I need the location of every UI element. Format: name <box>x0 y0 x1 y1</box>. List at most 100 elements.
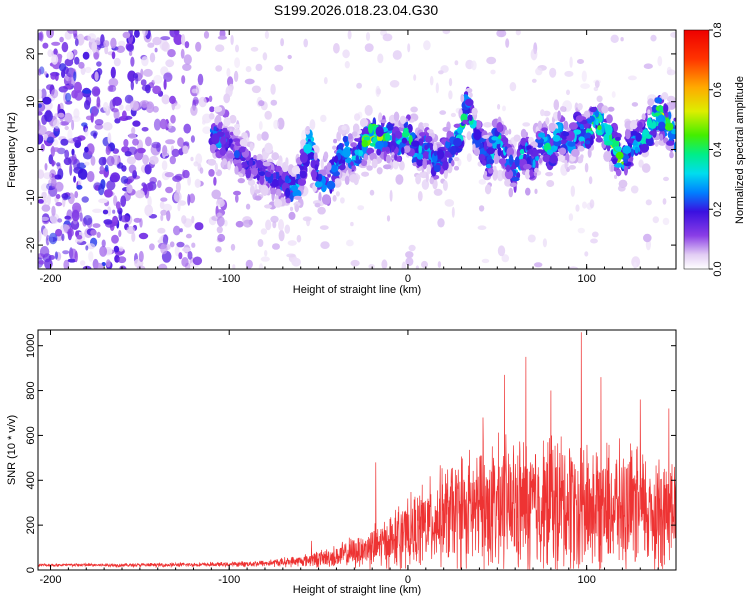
heatmap-cell <box>320 114 327 123</box>
heatmap-cell <box>38 169 44 179</box>
heatmap-cell <box>163 72 173 82</box>
heatmap-cell <box>106 180 116 191</box>
heatmap-cell <box>123 139 129 147</box>
heatmap-cell <box>105 259 111 268</box>
heatmap-cell <box>285 198 291 204</box>
heatmap-cell <box>327 173 331 178</box>
heatmap-cell <box>234 123 241 129</box>
heatmap-cell <box>239 173 243 178</box>
heatmap-cell <box>160 197 168 202</box>
heatmap-cell <box>484 184 492 195</box>
heatmap-cell <box>425 135 433 143</box>
heatmap-cell <box>271 152 280 161</box>
heatmap-cell <box>65 92 72 102</box>
heatmap-cell <box>79 212 83 222</box>
colorbar-tick-label: 0.2 <box>712 202 724 217</box>
heatmap-cell <box>571 148 580 157</box>
heatmap-cell <box>273 119 279 130</box>
x-tick-label: -200 <box>39 574 61 586</box>
heatmap-cell <box>82 265 92 269</box>
heatmap-cell <box>548 122 556 132</box>
heatmap-cell <box>92 223 101 229</box>
heatmap-cell <box>285 175 290 183</box>
heatmap-cell <box>666 140 675 146</box>
heatmap-cell <box>91 41 97 53</box>
heatmap-cell <box>46 193 51 206</box>
heatmap-cell <box>239 146 246 153</box>
colorbar-tick-label: 0.4 <box>712 142 724 157</box>
heatmap-cell <box>264 142 273 154</box>
snr-y-label: SNR (10 * v/v) <box>6 415 18 485</box>
heatmap-cell <box>302 216 312 222</box>
heatmap-cell <box>570 185 575 197</box>
heatmap-cell <box>55 228 63 237</box>
heatmap-cell <box>652 216 659 224</box>
heatmap-cell <box>170 114 176 124</box>
heatmap-cell <box>256 133 262 141</box>
heatmap-cell <box>471 107 478 116</box>
heatmap-cell <box>122 31 131 39</box>
heatmap-cell <box>82 89 92 94</box>
heatmap-cell <box>213 176 217 186</box>
heatmap-cell <box>110 37 117 49</box>
heatmap-cell <box>166 210 171 222</box>
heatmap-cell <box>84 161 90 166</box>
heatmap-cell <box>173 191 182 203</box>
heatmap-cell <box>663 104 669 113</box>
heatmap-cell <box>376 167 383 175</box>
heatmap-cell <box>442 180 448 192</box>
heatmap-cell <box>229 131 234 136</box>
heatmap-cell <box>90 112 94 123</box>
heatmap-cell <box>153 74 163 84</box>
heatmap-cell <box>564 70 574 77</box>
heatmap-cell <box>641 113 646 120</box>
heatmap-cell <box>67 258 77 263</box>
heatmap-cell <box>163 79 167 90</box>
heatmap-cell <box>126 44 134 52</box>
heatmap-cell <box>333 43 340 54</box>
heatmap-cell <box>564 159 568 170</box>
heatmap-cell <box>501 254 510 263</box>
snr-frame <box>37 329 677 571</box>
heatmap-cell <box>120 195 127 207</box>
heatmap-cell <box>217 122 223 130</box>
heatmap-cell <box>216 216 225 227</box>
heatmap-cell <box>516 171 521 179</box>
heatmap-cell <box>303 38 309 48</box>
heatmap-cell <box>451 159 455 167</box>
heatmap-cell <box>534 167 539 173</box>
heatmap-cell <box>509 182 517 188</box>
heatmap-cell <box>73 33 78 40</box>
heatmap-cell <box>657 56 663 67</box>
heatmap-cell <box>357 205 365 211</box>
heatmap-cell <box>534 262 543 268</box>
heatmap-cell <box>169 155 176 165</box>
heatmap-cell <box>38 230 42 243</box>
heatmap-cell <box>113 57 121 67</box>
heatmap-cell <box>190 135 195 143</box>
heatmap-cell <box>450 112 456 118</box>
heatmap-cell <box>110 172 121 183</box>
heatmap-cell <box>607 106 615 112</box>
heatmap-cell <box>53 48 58 56</box>
heatmap-cell <box>403 145 411 153</box>
heatmap-cell <box>568 122 578 130</box>
y-tick-label: 20 <box>25 48 37 60</box>
heatmap-cell <box>664 122 674 131</box>
heatmap-cell <box>504 129 509 136</box>
heatmap-cell <box>264 110 273 120</box>
heatmap-cell <box>142 30 149 36</box>
heatmap-cell <box>658 121 666 129</box>
heatmap-cell <box>129 100 139 111</box>
heatmap-cell <box>401 147 405 155</box>
heatmap-cell <box>568 266 579 269</box>
heatmap-cell <box>51 41 61 46</box>
heatmap-cell <box>650 34 657 42</box>
heatmap-cell <box>153 118 161 131</box>
heatmap-cell <box>120 215 130 223</box>
heatmap-cell <box>213 106 223 113</box>
heatmap-cell <box>421 151 430 160</box>
heatmap-cell <box>74 238 83 244</box>
